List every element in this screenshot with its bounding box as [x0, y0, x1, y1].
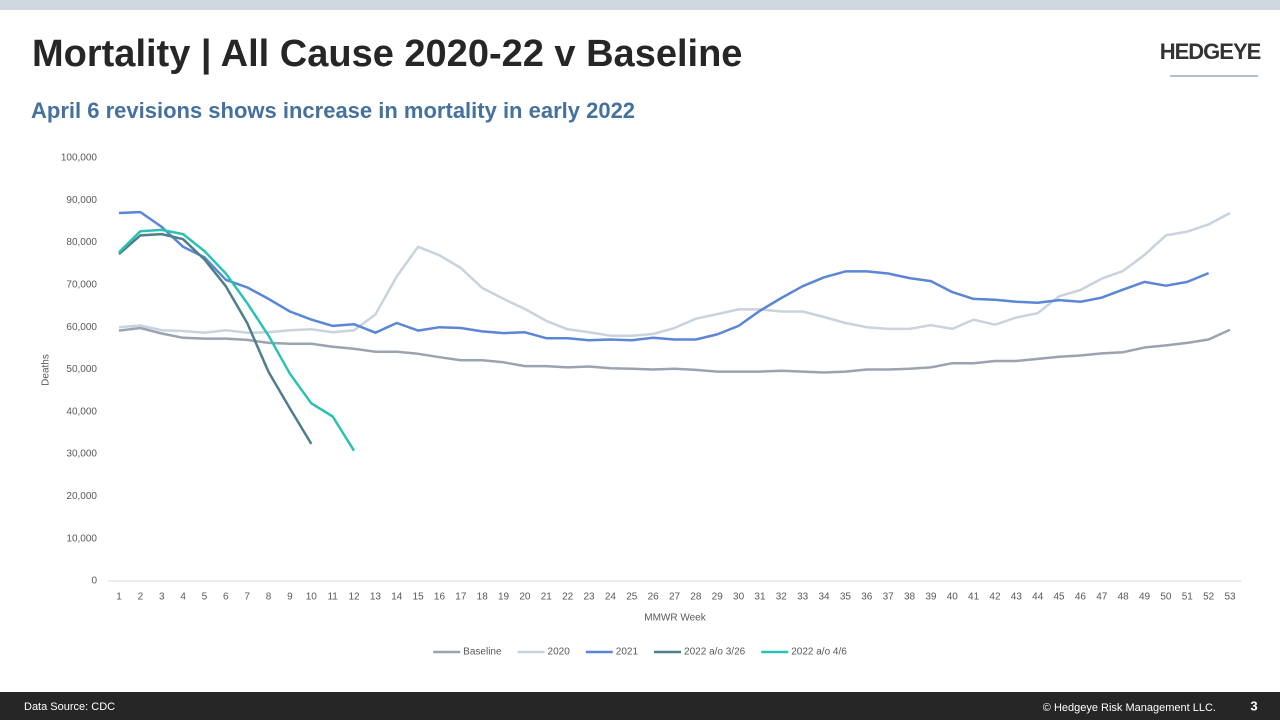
footer-copyright: © Hedgeye Risk Management LLC. [1043, 702, 1216, 714]
x-tick-label: 4 [180, 592, 186, 603]
x-tick-label: 13 [370, 592, 382, 603]
x-tick-label: 21 [541, 592, 553, 603]
x-tick-label: 19 [498, 592, 510, 603]
legend-label: 2022 a/o 3/26 [684, 647, 746, 658]
y-tick-label: 50,000 [66, 364, 97, 375]
x-tick-label: 31 [754, 592, 766, 603]
series-line [118, 210, 1210, 342]
x-tick-label: 49 [1139, 592, 1151, 603]
legend: Baseline 2020 2021 2022 a/o 3/26 2022 a/o 4/… [433, 647, 847, 658]
y-tick-label: 30,000 [66, 449, 97, 460]
y-tick-label: 80,000 [66, 237, 97, 248]
x-tick-label: 29 [712, 592, 724, 603]
x-tick-label: 45 [1054, 592, 1066, 603]
series-line [118, 232, 313, 445]
top-band [0, 0, 1280, 10]
x-tick-label: 7 [244, 592, 250, 603]
x-tick-label: 17 [455, 592, 467, 603]
legend-label: 2022 a/o 4/6 [791, 647, 847, 658]
x-tick-label: 5 [202, 592, 208, 603]
x-tick-label: 24 [605, 592, 617, 603]
x-tick-label: 41 [968, 592, 980, 603]
y-tick-label: 40,000 [66, 406, 97, 417]
x-tick-label: 53 [1224, 592, 1236, 603]
x-tick-label: 50 [1160, 592, 1172, 603]
x-tick-label: 27 [669, 592, 681, 603]
x-tick-label: 47 [1096, 592, 1108, 603]
logo: HEDGEYE [1160, 39, 1261, 64]
x-tick-label: 20 [519, 592, 531, 603]
x-tick-label: 42 [989, 592, 1001, 603]
x-tick-label: 37 [883, 592, 895, 603]
x-tick-label: 25 [626, 592, 638, 603]
y-tick-label: 20,000 [66, 491, 97, 502]
page-number: 3 [1250, 698, 1257, 713]
x-tick-label: 30 [733, 592, 745, 603]
x-tick-label: 1 [116, 592, 122, 603]
y-tick-label: 60,000 [66, 322, 97, 333]
x-tick-label: 2 [138, 592, 144, 603]
x-tick-label: 52 [1203, 592, 1215, 603]
x-tick-label: 18 [477, 592, 489, 603]
y-tick-label: 100,000 [61, 153, 98, 164]
x-tick-label: 36 [861, 592, 873, 603]
x-tick-label: 9 [287, 592, 293, 603]
y-tick-label: 70,000 [66, 280, 97, 291]
x-tick-label: 48 [1118, 592, 1130, 603]
title: Mortality | All Cause 2020-22 v Baseline [32, 33, 742, 75]
footer-source: Data Source: CDC [24, 701, 115, 713]
series-line [118, 228, 356, 452]
x-tick-label: 35 [840, 592, 852, 603]
x-tick-label: 34 [818, 592, 830, 603]
x-tick-label: 10 [306, 592, 318, 603]
x-tick-label: 33 [797, 592, 809, 603]
y-tick-label: 0 [91, 576, 97, 587]
x-tick-label: 22 [562, 592, 574, 603]
x-tick-label: 32 [776, 592, 788, 603]
series-line [118, 211, 1231, 337]
subtitle: April 6 revisions shows increase in mort… [31, 98, 635, 123]
x-tick-label: 38 [904, 592, 916, 603]
x-tick-label: 8 [266, 592, 272, 603]
x-tick-label: 28 [690, 592, 702, 603]
x-tick-label: 3 [159, 592, 165, 603]
legend-label: 2021 [616, 647, 639, 658]
x-tick-label: 40 [947, 592, 959, 603]
y-axis-label: Deaths [41, 354, 52, 386]
x-tick-label: 6 [223, 592, 229, 603]
legend-label: 2020 [548, 647, 571, 658]
x-tick-label: 43 [1011, 592, 1023, 603]
series-line [118, 326, 1231, 374]
x-tick-label: 23 [583, 592, 595, 603]
legend-label: Baseline [463, 647, 502, 658]
x-tick-label: 16 [434, 592, 446, 603]
x-tick-label: 51 [1182, 592, 1194, 603]
x-tick-label: 39 [925, 592, 937, 603]
x-tick-label: 44 [1032, 592, 1044, 603]
footer-band [0, 692, 1280, 720]
x-tick-label: 46 [1075, 592, 1087, 603]
x-tick-label: 14 [391, 592, 403, 603]
y-tick-label: 10,000 [66, 533, 97, 544]
x-axis-label: MMWR Week [644, 613, 706, 624]
x-tick-label: 26 [648, 592, 660, 603]
plot: 0 10,000 20,000 30,000 40,000 50,000 60,000 70,… [61, 153, 1241, 658]
x-tick-label: 11 [327, 592, 338, 603]
x-tick-label: 15 [413, 592, 425, 603]
y-tick-label: 90,000 [66, 195, 97, 206]
x-tick-label: 12 [348, 592, 360, 603]
